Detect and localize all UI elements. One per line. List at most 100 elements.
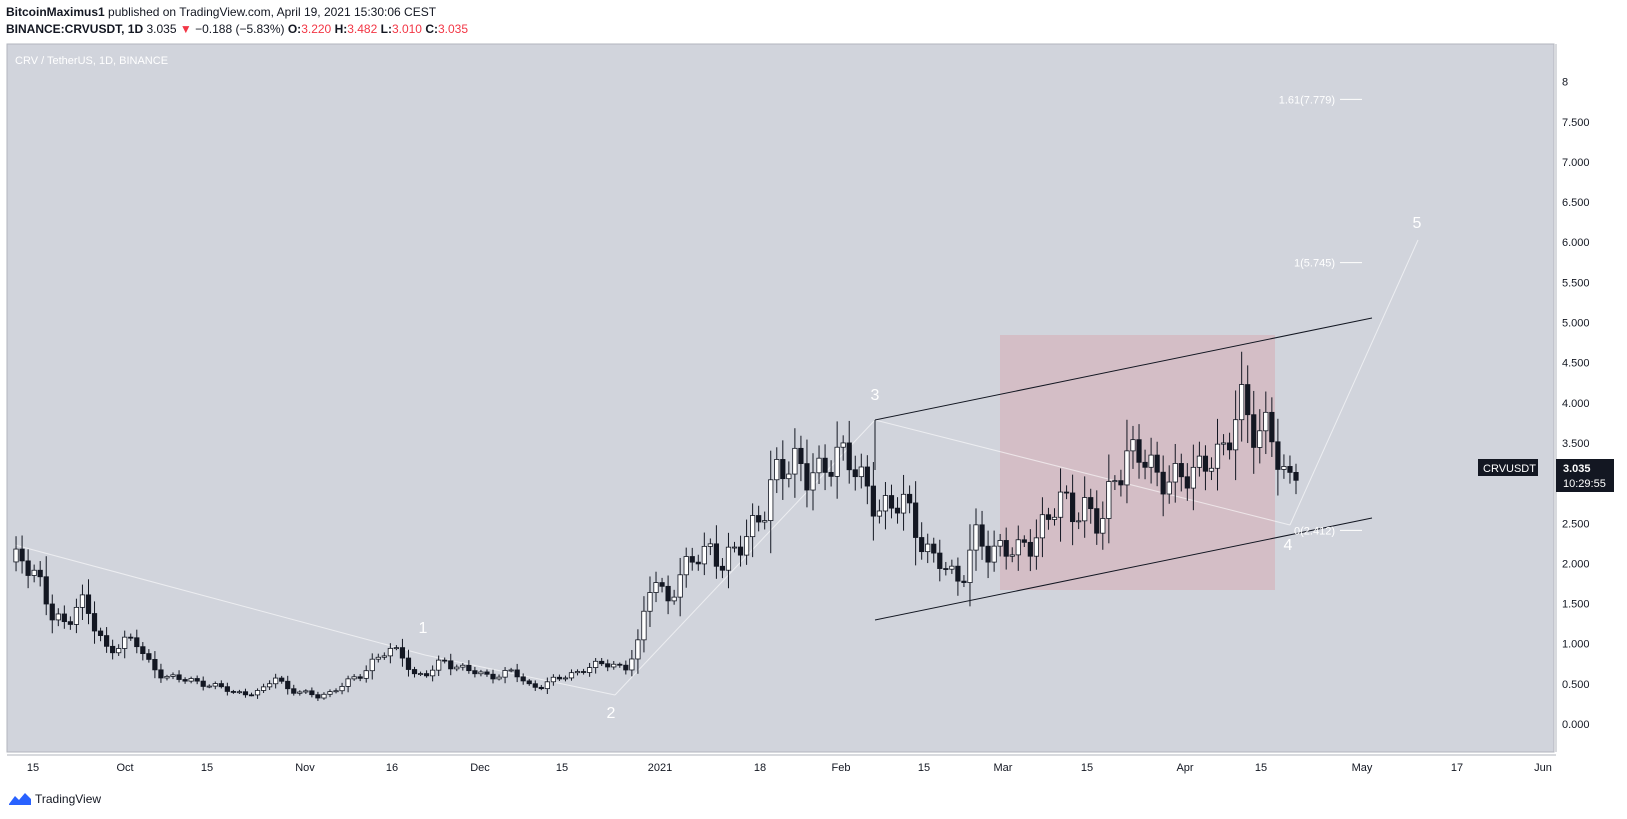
candle-body bbox=[991, 545, 997, 563]
y-tick-label: 0.000 bbox=[1562, 719, 1590, 731]
channel-upper-line[interactable] bbox=[874, 317, 1373, 421]
down-arrow-icon: ▼ bbox=[179, 22, 192, 36]
candle-body bbox=[67, 621, 73, 625]
x-tick-label: 17 bbox=[1451, 762, 1463, 774]
candle-body bbox=[810, 472, 816, 491]
candle-body bbox=[1100, 518, 1106, 534]
wave-label: 5 bbox=[1413, 215, 1422, 232]
x-tick-label: 15 bbox=[201, 762, 213, 774]
x-tick-label: 18 bbox=[754, 762, 766, 774]
candle-body bbox=[351, 676, 357, 680]
candle-body bbox=[852, 469, 858, 478]
candle-body bbox=[1263, 411, 1269, 432]
chart-background bbox=[7, 44, 1554, 752]
x-tick-label: 2021 bbox=[648, 762, 672, 774]
candle-body bbox=[381, 655, 387, 658]
candle-body bbox=[1136, 439, 1142, 463]
candle-body bbox=[19, 548, 25, 562]
price-axis[interactable]: 0.0000.5001.0001.5002.0002.5003.0003.500… bbox=[1562, 77, 1590, 731]
candle-body bbox=[762, 520, 768, 523]
candle-body bbox=[1088, 497, 1094, 510]
author-name[interactable]: BitcoinMaximus1 bbox=[6, 5, 105, 19]
candle-body bbox=[182, 679, 188, 682]
candle-body bbox=[913, 502, 919, 538]
candle-body bbox=[949, 565, 955, 570]
close-value: 3.035 bbox=[437, 22, 469, 36]
candle-body bbox=[218, 683, 224, 688]
chart-title: CRV / TetherUS, 1D, BINANCE bbox=[15, 55, 168, 67]
candle-body bbox=[587, 667, 593, 673]
time-axis[interactable]: 15 Oct 15 Nov 16 Dec 15 2021 18 Feb 15 Mar 15 Apr 15 Ma… bbox=[27, 762, 1552, 774]
candle-body bbox=[478, 671, 484, 675]
candle-body bbox=[828, 471, 834, 477]
chart-header: BitcoinMaximus1 published on TradingView… bbox=[6, 4, 468, 38]
x-tick-label: Dec bbox=[470, 762, 490, 774]
x-tick-label: 15 bbox=[27, 762, 39, 774]
x-tick-label: 15 bbox=[918, 762, 930, 774]
candle-body bbox=[1003, 540, 1009, 557]
candle-body bbox=[91, 613, 98, 632]
price-tag-value: 3.035 bbox=[1563, 463, 1591, 475]
wave-label: 1 bbox=[419, 620, 428, 637]
y-tick-label: 2.500 bbox=[1562, 518, 1590, 530]
candle-body bbox=[768, 479, 774, 521]
candle-body bbox=[713, 543, 719, 567]
fib-extension-levels[interactable]: 1.61(7.779) 1(5.745) 0(2.412) bbox=[1279, 94, 1362, 537]
wave-label: 3 bbox=[871, 387, 880, 404]
candle-body bbox=[194, 678, 200, 682]
candle-body bbox=[1239, 384, 1245, 421]
candle-body bbox=[919, 537, 925, 553]
candle-body bbox=[1172, 463, 1178, 483]
x-tick-label: Feb bbox=[832, 762, 851, 774]
candle-body bbox=[1178, 463, 1184, 478]
candle-body bbox=[448, 660, 454, 670]
candle-body bbox=[1208, 467, 1215, 472]
candle-body bbox=[750, 515, 756, 538]
candle-body bbox=[466, 664, 472, 672]
candle-body bbox=[593, 660, 599, 668]
candle-body bbox=[430, 669, 436, 677]
candle-body bbox=[387, 647, 393, 657]
candle-body bbox=[967, 549, 973, 583]
candle-body bbox=[1112, 480, 1118, 483]
candle-body bbox=[224, 686, 230, 692]
footer-brand[interactable]: TradingView bbox=[8, 792, 101, 806]
candle-body bbox=[49, 603, 55, 621]
candle-body bbox=[756, 515, 762, 523]
candle-body bbox=[997, 540, 1003, 547]
candle-body bbox=[580, 671, 587, 673]
publish-line: BitcoinMaximus1 published on TradingView… bbox=[6, 4, 468, 21]
candle-body bbox=[423, 673, 430, 677]
candle-body bbox=[260, 686, 267, 691]
channel-lower-line[interactable] bbox=[874, 517, 1373, 621]
y-tick-label: 3.500 bbox=[1562, 438, 1590, 450]
candle-body bbox=[248, 694, 255, 697]
candle-body bbox=[369, 658, 375, 672]
candle-body bbox=[665, 585, 671, 602]
candle-body bbox=[472, 670, 478, 675]
low-value: 3.010 bbox=[391, 22, 422, 36]
candle-body bbox=[85, 594, 92, 614]
x-tick-label: 15 bbox=[1255, 762, 1267, 774]
candle-body bbox=[611, 663, 617, 668]
candle-body bbox=[230, 691, 236, 693]
candle-body bbox=[164, 675, 170, 679]
candle-body bbox=[792, 447, 798, 475]
candle-body bbox=[786, 473, 792, 480]
candle-body bbox=[774, 459, 780, 481]
symbol-tag bbox=[1478, 459, 1538, 476]
candlestick-series bbox=[13, 351, 1299, 701]
candle-body bbox=[599, 660, 605, 665]
publish-info: published on TradingView.com, April 19, … bbox=[108, 5, 437, 19]
price-change: −0.188 (−5.83%) bbox=[195, 22, 285, 36]
x-tick-label: Mar bbox=[994, 762, 1013, 774]
candle-body bbox=[731, 546, 738, 549]
candle-body bbox=[1190, 466, 1196, 489]
y-tick-label: 6.000 bbox=[1562, 237, 1590, 249]
wave-line-0-1 bbox=[14, 544, 426, 656]
candle-body bbox=[79, 594, 86, 608]
candle-body bbox=[1257, 430, 1263, 448]
candle-body bbox=[623, 664, 629, 671]
candle-body bbox=[97, 630, 104, 636]
